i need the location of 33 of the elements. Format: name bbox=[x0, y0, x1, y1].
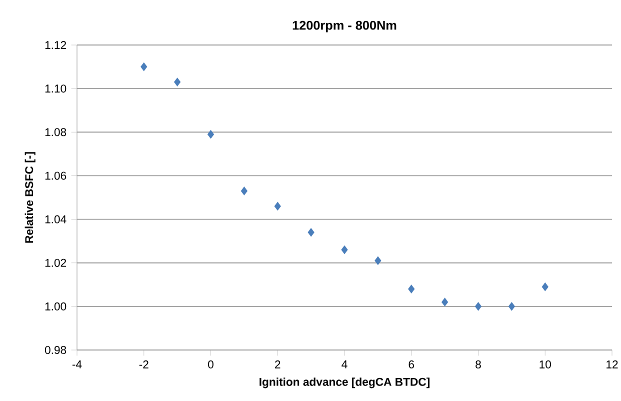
point bbox=[240, 186, 248, 196]
x-tick-label: 12 bbox=[606, 360, 618, 368]
x-tick-label: 10 bbox=[540, 360, 551, 368]
y-tick-label: 1.10 bbox=[45, 84, 66, 93]
y-tick-label: 1.06 bbox=[45, 172, 66, 180]
point bbox=[341, 246, 348, 254]
y-axis-title: Relative BSFC [-] bbox=[24, 152, 36, 243]
point bbox=[542, 282, 548, 292]
y-tick-label: 1.04 bbox=[45, 215, 66, 224]
x-axis-title: Ignition advance [degCA BTDC] bbox=[260, 378, 430, 388]
point bbox=[374, 256, 382, 265]
x-tick-label: 6 bbox=[408, 360, 414, 368]
point bbox=[174, 78, 181, 86]
point bbox=[308, 228, 314, 237]
y-tick-label: 1.08 bbox=[45, 128, 66, 136]
point bbox=[508, 302, 515, 311]
point bbox=[140, 62, 148, 72]
point bbox=[408, 284, 415, 294]
y-tick-label: 1.02 bbox=[45, 258, 66, 267]
x-tick-label: -2 bbox=[139, 360, 148, 368]
y-tick-label: 1.00 bbox=[45, 302, 66, 310]
point bbox=[207, 130, 214, 139]
x-tick-label: 8 bbox=[476, 360, 481, 368]
y-tick-label: 1.12 bbox=[45, 41, 66, 49]
y-tick-label: 0.98 bbox=[44, 346, 66, 354]
x-tick-label: 2 bbox=[275, 360, 280, 368]
x-tick-label: -4 bbox=[72, 360, 82, 368]
chart-title: 1200rpm - 800Nm bbox=[292, 20, 396, 32]
point bbox=[274, 202, 281, 210]
point bbox=[474, 302, 482, 311]
x-tick-label: 4 bbox=[342, 360, 348, 368]
x-tick-label: 0 bbox=[208, 360, 214, 368]
point bbox=[442, 298, 448, 306]
